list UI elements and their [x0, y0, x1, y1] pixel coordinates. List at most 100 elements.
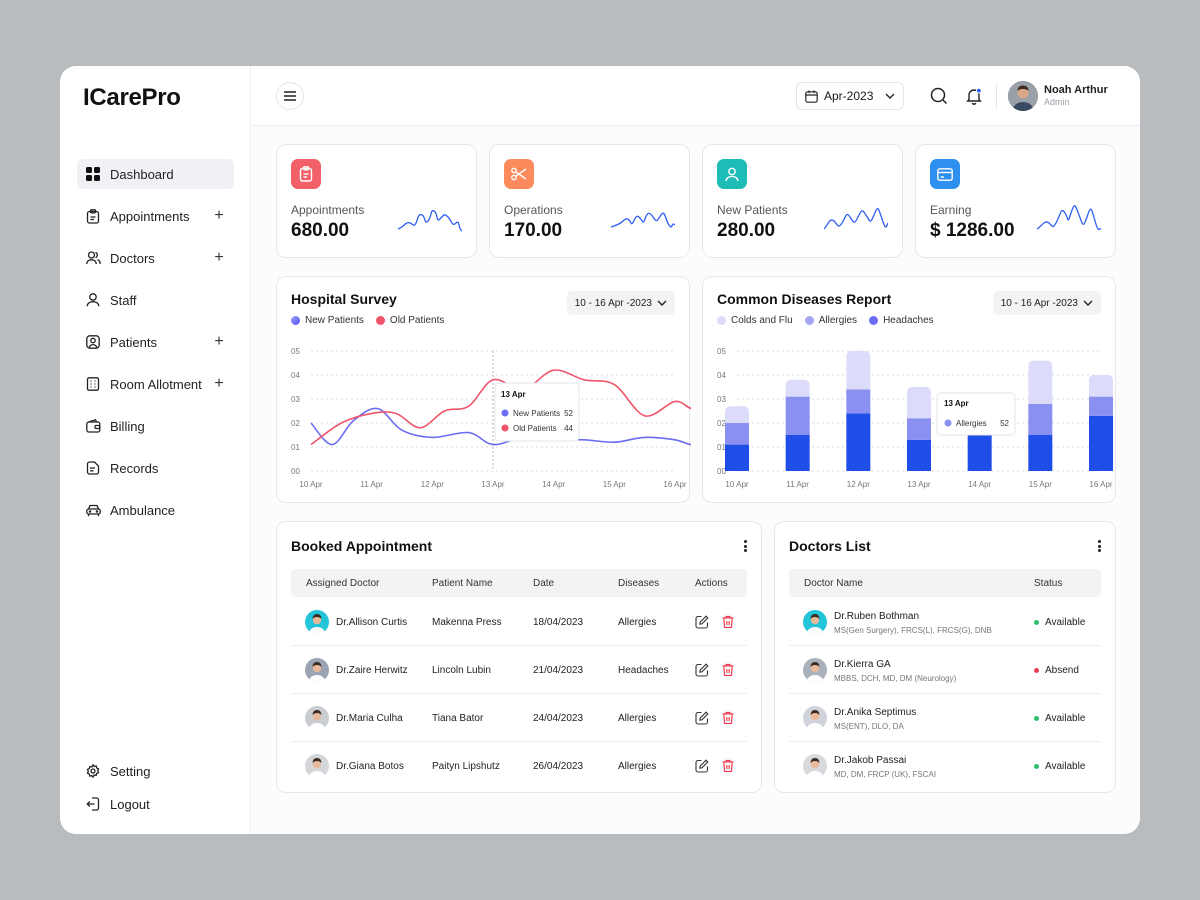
stat-card-new-patients[interactable]: New Patients 280.00	[702, 144, 903, 258]
bar-segment-allergies[interactable]	[846, 389, 871, 414]
bar-segment-headaches[interactable]	[967, 432, 992, 471]
expand-plus-icon[interactable]: +	[214, 375, 224, 392]
search-icon[interactable]	[929, 86, 949, 106]
legend-dot	[375, 316, 385, 325]
card-icon	[930, 159, 960, 189]
bar-segment-allergies[interactable]	[725, 423, 749, 445]
tooltip-label: Allergies	[956, 419, 987, 428]
clipboard-icon	[85, 208, 101, 224]
date-range-dropdown[interactable]: 10 - 16 Apr -2023	[566, 291, 675, 315]
stat-card-appointments[interactable]: Appointments 680.00	[276, 144, 477, 258]
bar-segment-headaches[interactable]	[725, 444, 749, 471]
delete-icon[interactable]	[721, 663, 735, 677]
table-row[interactable]: Dr.Ruben Bothman MS(Gen Surgery), FRCS(L…	[789, 598, 1101, 646]
expand-plus-icon[interactable]: +	[214, 249, 224, 266]
tooltip-date: 13 Apr	[501, 390, 526, 399]
car-icon	[85, 502, 101, 518]
y-tick-label: 05	[717, 347, 726, 356]
bar-segment-headaches[interactable]	[846, 413, 871, 471]
legend-dot	[717, 316, 726, 325]
bar-segment-headaches[interactable]	[785, 435, 810, 471]
sidebar-item-records[interactable]: Records	[77, 453, 234, 483]
bar-segment-headaches[interactable]	[1028, 435, 1053, 471]
app-window: ICarePro Dashboard Appointments + Doctor…	[60, 66, 1140, 834]
sidebar-item-doctors[interactable]: Doctors +	[77, 243, 234, 273]
edit-icon[interactable]	[695, 759, 709, 773]
delete-icon[interactable]	[721, 615, 735, 629]
expand-plus-icon[interactable]: +	[214, 333, 224, 350]
y-tick-label: 03	[717, 395, 726, 404]
y-tick-label: 04	[717, 371, 726, 380]
delete-icon[interactable]	[721, 711, 735, 725]
y-tick-label: 02	[717, 419, 726, 428]
table-row[interactable]: Dr.Allison Curtis Makenna Press 18/04/20…	[291, 598, 747, 646]
delete-icon[interactable]	[721, 759, 735, 773]
avatar	[305, 706, 329, 730]
table-row[interactable]: Dr.Zaire Herwitz Lincoln Lubin 21/04/202…	[291, 646, 747, 694]
disease: Allergies	[618, 713, 657, 724]
wallet-icon	[85, 418, 101, 434]
stat-card-operations[interactable]: Operations 170.00	[489, 144, 690, 258]
sidebar-item-room-allotment[interactable]: Room Allotment +	[77, 369, 234, 399]
bar-segment-colds-and-flu[interactable]	[907, 387, 931, 419]
table-row[interactable]: Dr.Kierra GA MBBS, DCH, MD, DM (Neurolog…	[789, 646, 1101, 694]
bar-segment-colds-and-flu[interactable]	[846, 351, 871, 390]
sidebar-item-staff[interactable]: Staff	[77, 285, 234, 315]
bar-segment-headaches[interactable]	[907, 439, 931, 471]
series-line-new-patients[interactable]	[310, 407, 691, 446]
sidebar-item-label: Billing	[110, 418, 145, 434]
sidebar-item-setting[interactable]: Setting	[77, 756, 234, 786]
bar-segment-allergies[interactable]	[907, 418, 931, 440]
tooltip-dot	[944, 419, 952, 427]
status-badge: Available	[1034, 617, 1085, 628]
booked-appointment-card: Booked Appointment Assigned Doctor Patie…	[276, 521, 762, 793]
table-row[interactable]: Dr.Jakob Passai MD, DM, FRCP (UK), FSCAI…	[789, 742, 1101, 790]
user-avatar[interactable]	[1008, 81, 1038, 111]
bar-segment-allergies[interactable]	[1028, 403, 1053, 435]
more-options-icon[interactable]	[741, 538, 749, 554]
appointment-date: 26/04/2023	[533, 761, 584, 772]
sidebar-item-billing[interactable]: Billing	[77, 411, 234, 441]
table-row[interactable]: Dr.Giana Botos Paityn Lipshutz 26/04/202…	[291, 742, 747, 790]
bar-segment-colds-and-flu[interactable]	[1028, 360, 1053, 404]
column-header: Diseases	[618, 578, 660, 589]
doctor-qualifications: MS(Gen Surgery), FRCS(L), FRCS(G), DNB	[834, 626, 992, 635]
more-options-icon[interactable]	[1095, 538, 1103, 554]
sidebar-item-label: Doctors	[110, 250, 155, 266]
table-row[interactable]: Dr.Anika Septimus MS(ENT), DLO, DA Avail…	[789, 694, 1101, 742]
sidebar-item-ambulance[interactable]: Ambulance	[77, 495, 234, 525]
date-picker[interactable]: Apr-2023	[796, 82, 904, 110]
sidebar-item-patients[interactable]: Patients +	[77, 327, 234, 357]
bar-segment-allergies[interactable]	[1089, 396, 1113, 416]
bell-icon[interactable]	[964, 86, 984, 106]
expand-plus-icon[interactable]: +	[214, 207, 224, 224]
bar-segment-allergies[interactable]	[785, 396, 810, 435]
edit-icon[interactable]	[695, 615, 709, 629]
y-tick-label: 01	[717, 443, 726, 452]
avatar	[305, 754, 329, 778]
edit-icon[interactable]	[695, 663, 709, 677]
user-icon	[85, 292, 101, 308]
disease: Headaches	[618, 665, 669, 676]
menu-button[interactable]	[276, 82, 304, 110]
doctor-qualifications: MS(ENT), DLO, DA	[834, 722, 904, 731]
bar-segment-colds-and-flu[interactable]	[1089, 375, 1113, 397]
sidebar-item-label: Records	[110, 460, 159, 476]
bar-segment-headaches[interactable]	[1089, 415, 1113, 471]
stat-label: Appointments	[291, 203, 365, 217]
sidebar-item-logout[interactable]: Logout	[77, 789, 234, 819]
avatar	[803, 658, 827, 682]
avatar	[803, 610, 827, 634]
table-row[interactable]: Dr.Maria Culha Tiana Bator 24/04/2023 Al…	[291, 694, 747, 742]
date-range-value: 10 - 16 Apr -2023	[574, 297, 652, 309]
doctors-list-card: Doctors List Doctor Name Status Dr.Ruben…	[774, 521, 1116, 793]
sidebar-item-dashboard[interactable]: Dashboard	[77, 159, 234, 189]
y-tick-label: 00	[291, 467, 300, 476]
stat-value: 280.00	[717, 220, 776, 241]
edit-icon[interactable]	[695, 711, 709, 725]
tooltip-box	[936, 392, 1016, 436]
date-range-dropdown[interactable]: 10 - 16 Apr -2023	[992, 291, 1101, 315]
sidebar-item-appointments[interactable]: Appointments +	[77, 201, 234, 231]
stat-card-earning[interactable]: Earning $ 1286.00	[915, 144, 1116, 258]
doctor-name: Dr.Allison Curtis	[336, 617, 408, 628]
